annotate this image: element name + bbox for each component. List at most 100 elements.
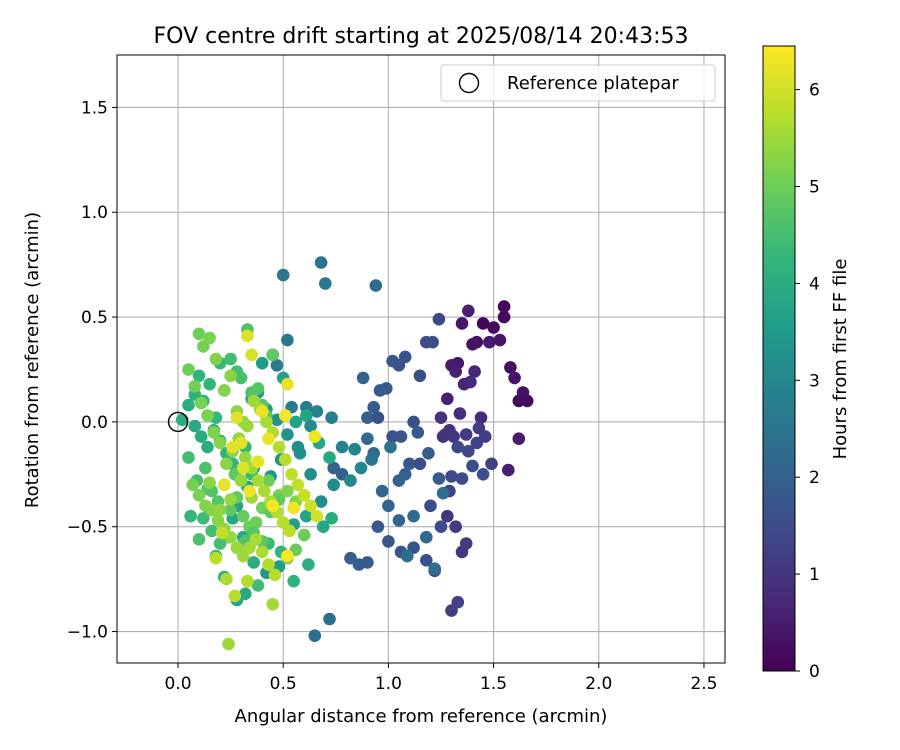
data-point	[281, 484, 294, 498]
data-point	[192, 533, 206, 546]
data-point	[485, 457, 498, 471]
data-point	[203, 476, 216, 490]
data-point	[192, 489, 206, 502]
data-point	[270, 359, 284, 372]
data-point	[224, 493, 237, 506]
data-point	[209, 352, 223, 366]
data-point	[279, 409, 292, 422]
legend-box	[440, 64, 716, 102]
data-point	[281, 377, 294, 391]
data-point	[392, 474, 406, 487]
data-point	[335, 440, 349, 454]
data-point	[226, 440, 239, 454]
data-point	[512, 432, 526, 446]
data-point	[424, 499, 437, 513]
data-point	[449, 365, 463, 378]
data-point	[371, 520, 385, 533]
data-point	[382, 499, 395, 513]
data-point	[224, 369, 237, 383]
y-tick-label: 0.5	[81, 308, 108, 328]
data-point	[516, 386, 530, 399]
data-point	[255, 356, 269, 370]
data-point	[422, 447, 435, 460]
data-point	[401, 549, 414, 563]
data-point	[436, 486, 450, 500]
data-point	[434, 520, 448, 533]
data-point	[462, 304, 475, 318]
data-point	[262, 558, 275, 571]
data-point	[504, 361, 517, 374]
data-point	[432, 472, 446, 485]
data-point	[287, 501, 301, 515]
data-point	[255, 405, 269, 418]
data-point	[319, 277, 332, 290]
legend-marker	[458, 72, 480, 94]
data-point	[361, 411, 374, 425]
y-tick-label: −0.5	[67, 518, 108, 538]
data-point	[251, 455, 265, 469]
data-point	[266, 499, 280, 513]
colorbar-tick-label: 6	[809, 81, 820, 101]
data-point	[279, 453, 292, 466]
data-point	[203, 377, 216, 391]
data-point	[283, 524, 296, 538]
data-point	[197, 512, 210, 525]
data-point	[441, 509, 454, 523]
data-point	[201, 409, 214, 422]
data-point	[236, 509, 250, 523]
data-point	[281, 428, 294, 441]
data-point	[371, 411, 385, 425]
colorbar-label: Hours from first FF file	[830, 259, 851, 460]
data-point	[407, 415, 420, 429]
data-point	[394, 430, 408, 443]
data-point	[455, 317, 469, 330]
data-point	[291, 440, 305, 454]
data-point	[325, 512, 338, 525]
data-point	[262, 432, 275, 446]
data-point	[302, 558, 315, 571]
data-point	[483, 335, 496, 349]
data-point	[194, 396, 208, 410]
data-point	[201, 440, 214, 454]
scatter-points	[175, 256, 534, 651]
data-point	[367, 400, 381, 414]
data-point	[241, 329, 254, 343]
plot-frame	[116, 54, 726, 664]
data-point	[272, 440, 286, 454]
legend: Reference platepar	[440, 64, 716, 102]
y-axis-ticks: −1.0 −0.5 0.0 0.5 1.0 1.5	[67, 98, 117, 643]
data-point	[382, 535, 395, 548]
data-point	[466, 338, 479, 351]
data-point	[447, 430, 460, 443]
data-point	[369, 279, 383, 292]
data-point	[403, 457, 416, 471]
data-point	[453, 407, 467, 420]
data-point	[207, 426, 221, 439]
data-point	[420, 554, 433, 567]
data-point	[411, 426, 425, 439]
x-tick-label: 1.0	[375, 674, 402, 694]
data-point	[459, 537, 473, 550]
data-point	[276, 268, 290, 282]
data-point	[224, 503, 237, 517]
data-point	[493, 333, 507, 347]
data-point	[474, 411, 488, 425]
data-point	[413, 369, 427, 383]
data-point	[354, 461, 368, 475]
data-point	[304, 468, 317, 481]
y-tick-label: 1.5	[81, 98, 108, 118]
data-point	[300, 409, 313, 422]
data-point	[497, 310, 511, 324]
colorbar: 0 1 2 3 4 5 6 Hours from first FF file	[762, 45, 851, 682]
y-axis-label: Rotation from reference (arcmin)	[22, 212, 43, 508]
data-point	[266, 348, 280, 362]
data-point	[310, 405, 324, 418]
data-point	[192, 369, 206, 383]
data-point	[327, 461, 341, 475]
data-point	[314, 256, 328, 269]
data-point	[255, 545, 269, 559]
y-tick-label: 1.0	[81, 203, 108, 223]
data-point	[251, 382, 265, 395]
data-point	[297, 528, 311, 542]
